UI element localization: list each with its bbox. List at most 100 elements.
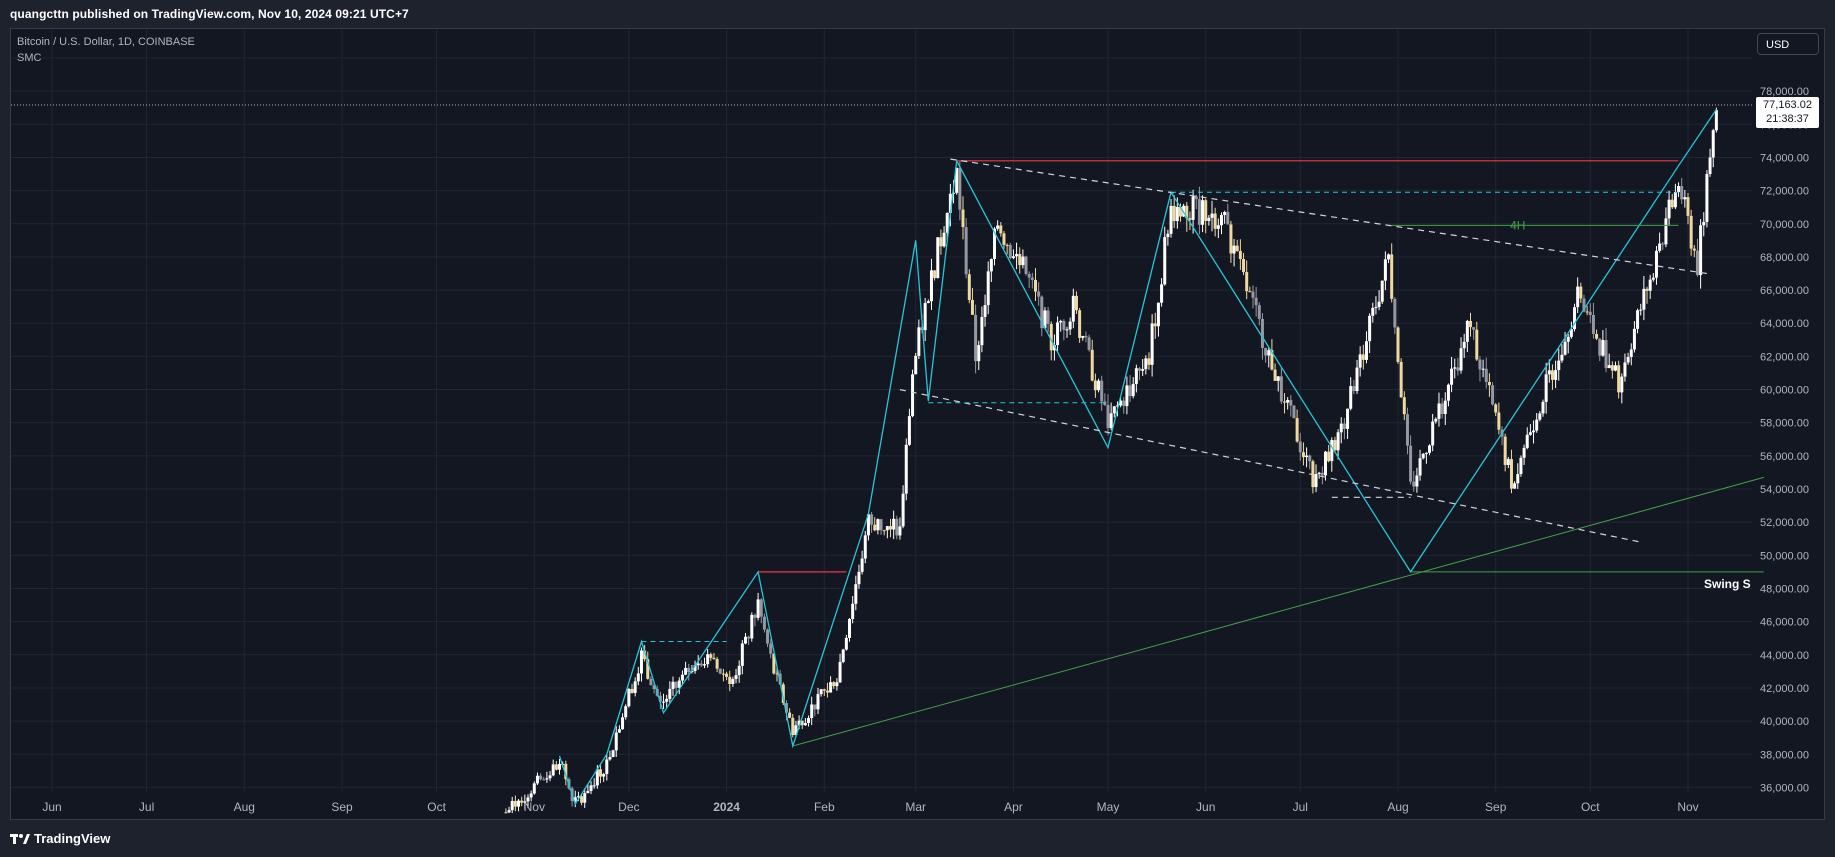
candle-body (907, 416, 911, 445)
candle-body (1062, 320, 1066, 330)
candle-body (1002, 233, 1006, 245)
candle-body (504, 812, 508, 814)
candle-body (832, 682, 836, 687)
x-tick-label: Sep (1485, 800, 1507, 814)
candle-body (1254, 297, 1258, 306)
y-tick-label: 58,000.00 (1760, 418, 1809, 430)
candle-body (939, 237, 943, 247)
candle-body (1636, 310, 1640, 329)
candle-body (542, 779, 546, 781)
candle-body (851, 603, 855, 619)
y-tick-label: 62,000.00 (1760, 351, 1809, 363)
candle-body (1087, 337, 1091, 350)
candle-body (523, 801, 527, 803)
x-tick-label: Mar (905, 800, 926, 814)
candle-body (854, 584, 858, 604)
candle-body (1030, 277, 1034, 280)
candle-body (800, 720, 804, 726)
candle-body (955, 167, 959, 193)
candle-body (1393, 298, 1397, 328)
candle-body (1396, 327, 1400, 362)
candle-body (1544, 374, 1548, 402)
candle-body (1046, 310, 1050, 325)
candle-body (646, 659, 650, 679)
candle-body (1661, 243, 1665, 245)
candle-body (756, 599, 760, 618)
candle-body (1109, 413, 1113, 429)
candle-body (513, 800, 517, 807)
candle-body (1424, 452, 1428, 454)
candle-body (1456, 367, 1460, 371)
candle-body (816, 694, 820, 710)
tradingview-logo-text: TradingView (34, 831, 111, 846)
x-tick-label: Jul (1293, 800, 1308, 814)
candle-body (1522, 447, 1526, 458)
candle-body (876, 519, 880, 531)
candle-body (1651, 277, 1655, 280)
candle-body (580, 796, 584, 803)
candle-body (933, 270, 937, 279)
candle-body (1134, 368, 1138, 384)
candle-body (1374, 306, 1378, 308)
candle-body (671, 681, 675, 689)
candle-body (1024, 256, 1028, 274)
candle-body (1579, 286, 1583, 299)
candle-body (769, 643, 773, 654)
y-tick-label: 66,000.00 (1760, 285, 1809, 297)
currency-button[interactable]: USD (1757, 33, 1819, 55)
candle-body (1043, 310, 1047, 329)
candle-body (1450, 368, 1454, 385)
candle-body (917, 327, 921, 356)
candle-body (1620, 376, 1624, 393)
candle-body (1431, 421, 1435, 446)
candle-body (1033, 279, 1037, 292)
candle-body (1484, 368, 1488, 383)
publisher-text: quangcttn published on TradingView.com, … (10, 7, 409, 21)
candle-body (1405, 414, 1409, 446)
candle-body (1532, 430, 1536, 433)
candle-body (1355, 367, 1359, 392)
candle-body (1260, 318, 1264, 348)
candle-body (605, 759, 609, 775)
candle-body (1683, 197, 1687, 200)
candle-body (703, 664, 707, 666)
candle-body (1412, 481, 1416, 487)
candle-body (652, 685, 656, 690)
tradingview-logo[interactable]: TradingView (10, 831, 110, 846)
candle-body (807, 717, 811, 724)
candle-body (1305, 455, 1309, 458)
candle-body (1257, 305, 1261, 319)
candle-body (1680, 186, 1684, 200)
candle-body (1015, 254, 1019, 257)
candle-body (1437, 403, 1441, 419)
candle-body (1112, 406, 1116, 414)
candle-body (1402, 397, 1406, 415)
candle-body (1245, 272, 1249, 292)
candle-body (1267, 350, 1271, 356)
candle-body (526, 797, 530, 802)
candle-body (873, 524, 877, 531)
candle-body (929, 270, 933, 302)
candle-body (548, 775, 552, 779)
candle-body (1604, 340, 1608, 369)
candle-body (1327, 451, 1331, 462)
candle-body (781, 684, 785, 704)
candle-body (1478, 359, 1482, 370)
candle-body (835, 682, 839, 687)
candle-body (1223, 211, 1227, 215)
candle-body (822, 689, 826, 691)
footer-bar: TradingView (0, 820, 1835, 857)
candle-body (1639, 309, 1643, 311)
candle-body (1122, 400, 1126, 407)
candle-body (684, 667, 688, 675)
candle-body (1409, 445, 1413, 482)
candle-body (1547, 370, 1551, 375)
candle-body (633, 681, 637, 693)
x-tick-label: Nov (524, 800, 545, 814)
candle-body (731, 679, 735, 684)
candle-body (819, 689, 823, 695)
candle-body (706, 654, 710, 665)
candle-body (945, 212, 949, 233)
candle-body (1497, 412, 1501, 430)
